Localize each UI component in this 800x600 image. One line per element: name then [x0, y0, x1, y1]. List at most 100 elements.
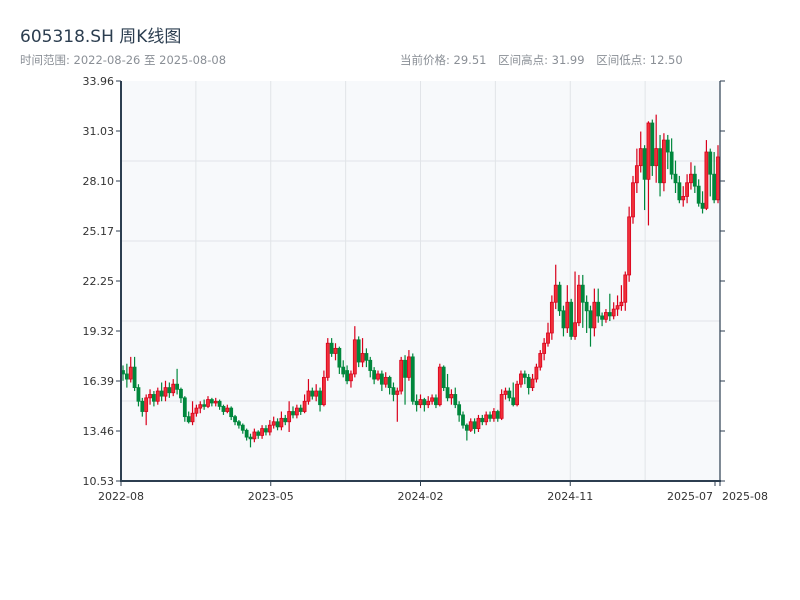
candle-down — [364, 348, 369, 368]
candle-up — [662, 133, 666, 192]
candle-down — [561, 305, 566, 337]
candle-body — [356, 339, 361, 363]
candle-body — [689, 173, 693, 184]
y-tick-label: 10.53 — [83, 475, 115, 488]
candle-body — [627, 216, 632, 276]
candle-up — [128, 356, 133, 383]
candle-down — [152, 391, 156, 407]
candle-body — [360, 353, 365, 363]
candle-up — [577, 274, 581, 327]
candle-down — [410, 353, 415, 405]
candle-up — [611, 302, 616, 320]
candle-body — [476, 417, 481, 429]
candle-body — [186, 416, 191, 423]
candle-body — [557, 284, 562, 312]
candle-up — [322, 370, 326, 407]
candle-up — [271, 416, 276, 429]
candle-body — [349, 373, 353, 382]
candle-up — [538, 350, 543, 371]
candle-body — [422, 399, 427, 406]
candle-down — [186, 411, 191, 424]
candle-body — [225, 407, 230, 412]
candle-body — [634, 165, 639, 184]
candle-body — [167, 387, 172, 394]
candle-down — [461, 411, 465, 429]
candle-body — [322, 376, 326, 406]
candle-body — [194, 407, 199, 414]
x-tick-label: 2024-11 — [547, 490, 593, 503]
candle-down — [217, 399, 222, 410]
y-tick-label: 33.96 — [83, 75, 115, 88]
candle-body — [553, 284, 558, 303]
candle-body — [341, 366, 346, 375]
candle-down — [175, 368, 179, 395]
candle-down — [526, 373, 531, 395]
candle-down — [387, 375, 392, 395]
candle-down — [283, 414, 288, 426]
candle-body — [260, 428, 264, 436]
candle-down — [403, 355, 407, 405]
candle-body — [237, 421, 241, 426]
candle-down — [457, 401, 462, 422]
candle-down — [391, 382, 396, 402]
chart-title: 605318.SH 周K线图 — [20, 27, 182, 47]
candle-up — [395, 387, 400, 422]
candle-body — [530, 378, 535, 389]
candle-body — [283, 417, 288, 423]
candle-up — [306, 379, 311, 405]
candle-down — [136, 384, 141, 407]
candle-up — [484, 411, 489, 426]
candle-body — [662, 139, 666, 184]
candle-up — [399, 356, 404, 395]
candle-body — [337, 347, 342, 368]
candle-down — [658, 134, 662, 197]
candle-down — [480, 414, 485, 426]
candle-body — [534, 366, 539, 380]
y-tick-label: 16.39 — [83, 375, 115, 388]
candle-body — [287, 411, 292, 423]
candle-body — [638, 148, 643, 167]
candle-down — [244, 428, 249, 441]
candle-body — [492, 411, 496, 419]
candle-up — [549, 295, 554, 340]
candle-body — [642, 148, 647, 180]
candle-body — [453, 394, 458, 406]
candle-body — [499, 394, 504, 419]
candle-body — [611, 308, 616, 317]
candle-body — [379, 373, 384, 385]
candle-body — [488, 414, 492, 419]
candle-body — [669, 151, 674, 175]
candle-body — [291, 411, 295, 416]
candle-down — [159, 382, 164, 402]
candle-body — [503, 390, 508, 395]
candle-up — [530, 373, 535, 392]
candle-up — [260, 425, 264, 439]
candle-body — [190, 412, 195, 423]
candle-body — [468, 421, 473, 431]
candle-body — [171, 383, 176, 394]
candle-up — [314, 384, 319, 402]
candle-body — [395, 390, 400, 395]
candle-up — [349, 370, 353, 388]
candle-body — [716, 156, 720, 201]
candle-body — [708, 151, 713, 175]
candle-up — [155, 387, 160, 405]
candle-body — [275, 421, 280, 428]
candle-body — [345, 370, 349, 382]
candle-body — [681, 196, 686, 201]
candle-up — [553, 264, 558, 310]
candle-body — [368, 359, 373, 371]
candle-down — [329, 338, 334, 357]
candle-down — [507, 387, 512, 402]
candle-body — [318, 390, 322, 406]
candle-down — [291, 406, 295, 419]
candle-up — [407, 350, 411, 381]
candle-down — [264, 425, 268, 436]
candle-up — [333, 343, 338, 361]
candle-up — [619, 285, 624, 311]
candle-body — [561, 310, 566, 329]
candle-body — [677, 182, 682, 201]
y-tick-label: 19.32 — [83, 325, 115, 338]
candle-body — [692, 173, 697, 187]
candle-down — [132, 356, 137, 392]
